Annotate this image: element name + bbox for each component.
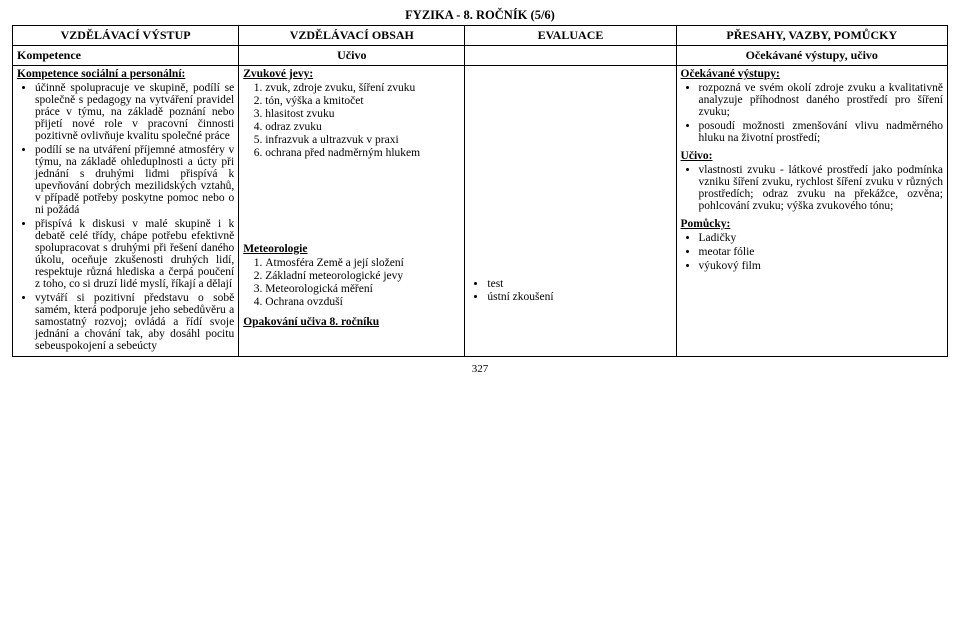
list-item: hlasitost zvuku <box>265 108 460 120</box>
header-vystup: VZDĚLÁVACÍ VÝSTUP <box>13 26 239 46</box>
meteorologie-list: Atmosféra Země a její složení Základní m… <box>243 257 460 308</box>
list-item: Ochrana ovzduší <box>265 296 460 308</box>
list-item: vlastnosti zvuku - látkové prostředí jak… <box>699 164 943 212</box>
header-ucivo: Učivo <box>239 46 465 66</box>
pomucky-list: Ladičky meotar fólie výukový film <box>681 232 943 272</box>
evaluace-list: test ústní zkoušení <box>469 278 671 303</box>
list-item: tón, výška a kmitočet <box>265 95 460 107</box>
list-item: Meteorologická měření <box>265 283 460 295</box>
header-presahy: PŘESAHY, VAZBY, POMŮCKY <box>676 26 947 46</box>
cell-kompetence: Kompetence sociální a personální: účinně… <box>13 66 239 357</box>
list-item: test <box>487 278 671 290</box>
page-title: FYZIKA - 8. ROČNÍK (5/6) <box>12 8 948 23</box>
list-item: posoudí možnosti zmenšování vlivu nadměr… <box>699 120 943 144</box>
cell-presahy: Očekávané výstupy: rozpozná ve svém okol… <box>676 66 947 357</box>
header-evaluace: EVALUACE <box>465 26 676 46</box>
list-item: podílí se na utváření příjemné atmosféry… <box>35 144 234 216</box>
list-item: meotar fólie <box>699 246 943 258</box>
list-item: Ladičky <box>699 232 943 244</box>
list-item: přispívá k diskusi v malé skupině i k de… <box>35 218 234 290</box>
cell-evaluace: test ústní zkoušení <box>465 66 676 357</box>
list-item: vytváří si pozitivní představu o sobě sa… <box>35 292 234 352</box>
kompetence-heading: Kompetence sociální a personální: <box>17 68 234 80</box>
zvukove-jevy-heading: Zvukové jevy: <box>243 68 460 80</box>
kompetence-list: účinně spolupracuje ve skupině, podílí s… <box>17 82 234 352</box>
page-number: 327 <box>12 363 948 375</box>
pomucky-heading: Pomůcky: <box>681 218 943 230</box>
list-item: rozpozná ve svém okolí zdroje zvuku a kv… <box>699 82 943 118</box>
ocekavane-vystupy-list: rozpozná ve svém okolí zdroje zvuku a kv… <box>681 82 943 144</box>
list-item: ústní zkoušení <box>487 291 671 303</box>
ucivo-heading: Učivo: <box>681 150 943 162</box>
list-item: ochrana před nadměrným hlukem <box>265 147 460 159</box>
ocekavane-vystupy-heading: Očekávané výstupy: <box>681 68 943 80</box>
header-obsah: VZDĚLÁVACÍ OBSAH <box>239 26 465 46</box>
header-ocekavane: Očekávané výstupy, učivo <box>676 46 947 66</box>
list-item: Základní meteorologické jevy <box>265 270 460 282</box>
list-item: účinně spolupracuje ve skupině, podílí s… <box>35 82 234 142</box>
header-blank <box>465 46 676 66</box>
header-kompetence: Kompetence <box>13 46 239 66</box>
zvukove-jevy-list: zvuk, zdroje zvuku, šíření zvuku tón, vý… <box>243 82 460 159</box>
curriculum-table: VZDĚLÁVACÍ VÝSTUP VZDĚLÁVACÍ OBSAH EVALU… <box>12 25 948 357</box>
list-item: odraz zvuku <box>265 121 460 133</box>
list-item: výukový film <box>699 260 943 272</box>
meteorologie-heading: Meteorologie <box>243 243 460 255</box>
cell-ucivo: Zvukové jevy: zvuk, zdroje zvuku, šíření… <box>239 66 465 357</box>
list-item: zvuk, zdroje zvuku, šíření zvuku <box>265 82 460 94</box>
ucivo-list: vlastnosti zvuku - látkové prostředí jak… <box>681 164 943 212</box>
list-item: Atmosféra Země a její složení <box>265 257 460 269</box>
opakovani-heading: Opakování učiva 8. ročníku <box>243 316 460 328</box>
list-item: infrazvuk a ultrazvuk v praxi <box>265 134 460 146</box>
